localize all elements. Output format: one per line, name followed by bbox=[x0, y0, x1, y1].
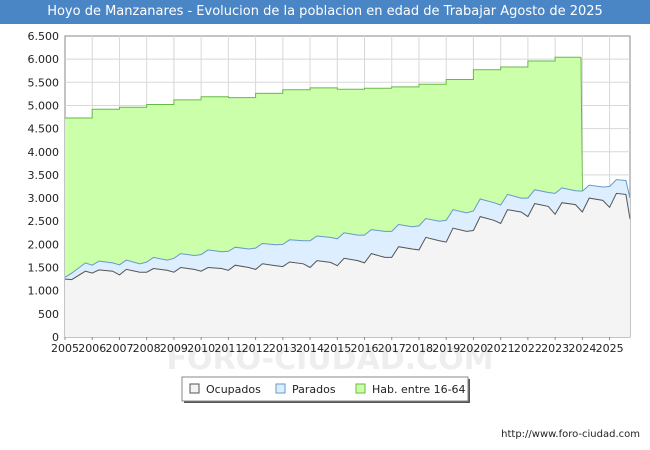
legend: Ocupados Parados Hab. entre 16-64 bbox=[181, 376, 470, 403]
x-tick-label: 2022 bbox=[514, 342, 542, 355]
y-tick-label: 1.500 bbox=[28, 262, 60, 275]
series-area-ocupados bbox=[65, 193, 630, 337]
x-tick-label: 2011 bbox=[214, 342, 242, 355]
y-tick-label: 3.500 bbox=[28, 169, 60, 182]
x-tick-label: 2012 bbox=[242, 342, 270, 355]
y-tick-label: 0 bbox=[52, 331, 59, 344]
legend-label-parados: Parados bbox=[292, 383, 336, 396]
y-tick-label: 5.000 bbox=[28, 99, 60, 112]
series-areas bbox=[64, 56, 631, 338]
y-tick-label: 1.000 bbox=[28, 285, 60, 298]
series-line-hab bbox=[65, 56, 581, 119]
y-tick-label: 2.500 bbox=[28, 215, 60, 228]
x-tick-label: 2018 bbox=[405, 342, 433, 355]
y-tick-label: 6.000 bbox=[28, 53, 60, 66]
legend-box bbox=[181, 376, 469, 402]
x-tick-label: 2006 bbox=[78, 342, 106, 355]
x-tick-label: 2017 bbox=[378, 342, 406, 355]
x-tick-label: 2020 bbox=[459, 342, 487, 355]
chart-title: Hoyo de Manzanares - Evolucion de la pob… bbox=[0, 0, 650, 24]
x-tick-label: 2007 bbox=[105, 342, 133, 355]
legend-swatch-parados bbox=[275, 383, 286, 394]
series-line-ocupados bbox=[64, 192, 631, 281]
x-tick-label: 2024 bbox=[568, 342, 596, 355]
x-tick-label: 2013 bbox=[269, 342, 297, 355]
x-tick-label: 2015 bbox=[323, 342, 351, 355]
x-tick-label: 2009 bbox=[160, 342, 188, 355]
y-tick-label: 4.500 bbox=[28, 123, 60, 136]
x-tick-label: 2005 bbox=[51, 342, 79, 355]
y-tick-label: 6.500 bbox=[28, 30, 60, 43]
x-tick-label: 2014 bbox=[296, 342, 324, 355]
chart-svg: FORO-CIUDAD.COM 0 500 1.000 1.500 2.000 2.500… bbox=[28, 30, 631, 403]
y-tick-label: 5.500 bbox=[28, 76, 60, 89]
y-tick-label: 3.000 bbox=[28, 192, 60, 205]
x-tick-label: 2023 bbox=[541, 342, 569, 355]
legend-swatch-hab bbox=[355, 383, 366, 394]
x-tick-label: 2010 bbox=[187, 342, 215, 355]
legend-label-ocupados: Ocupados bbox=[206, 383, 261, 396]
legend-label-hab: Hab. entre 16-64 bbox=[372, 383, 466, 396]
y-tick-label: 500 bbox=[38, 308, 59, 321]
footer-url[interactable]: http://www.foro-ciudad.com bbox=[501, 429, 640, 440]
watermark: FORO-CIUDAD.COM bbox=[167, 342, 494, 377]
x-axis-ticks: 2005 2006 2007 2008 2009 2010 2011 2012 2013 2014… bbox=[51, 337, 624, 355]
series-line-parados bbox=[64, 179, 631, 278]
y-tick-label: 2.000 bbox=[28, 238, 60, 251]
x-tick-label: 2008 bbox=[133, 342, 161, 355]
x-tick-label: 2016 bbox=[351, 342, 379, 355]
series-line-hab-end bbox=[580, 57, 583, 192]
x-tick-label: 2019 bbox=[432, 342, 460, 355]
legend-swatch-ocupados bbox=[189, 383, 200, 394]
x-tick-label: 2025 bbox=[596, 342, 624, 355]
x-tick-label: 2021 bbox=[487, 342, 515, 355]
y-axis-ticks: 0 500 1.000 1.500 2.000 2.500 3.000 3.500 4.000 4… bbox=[28, 30, 60, 344]
y-tick-label: 4.000 bbox=[28, 146, 60, 159]
